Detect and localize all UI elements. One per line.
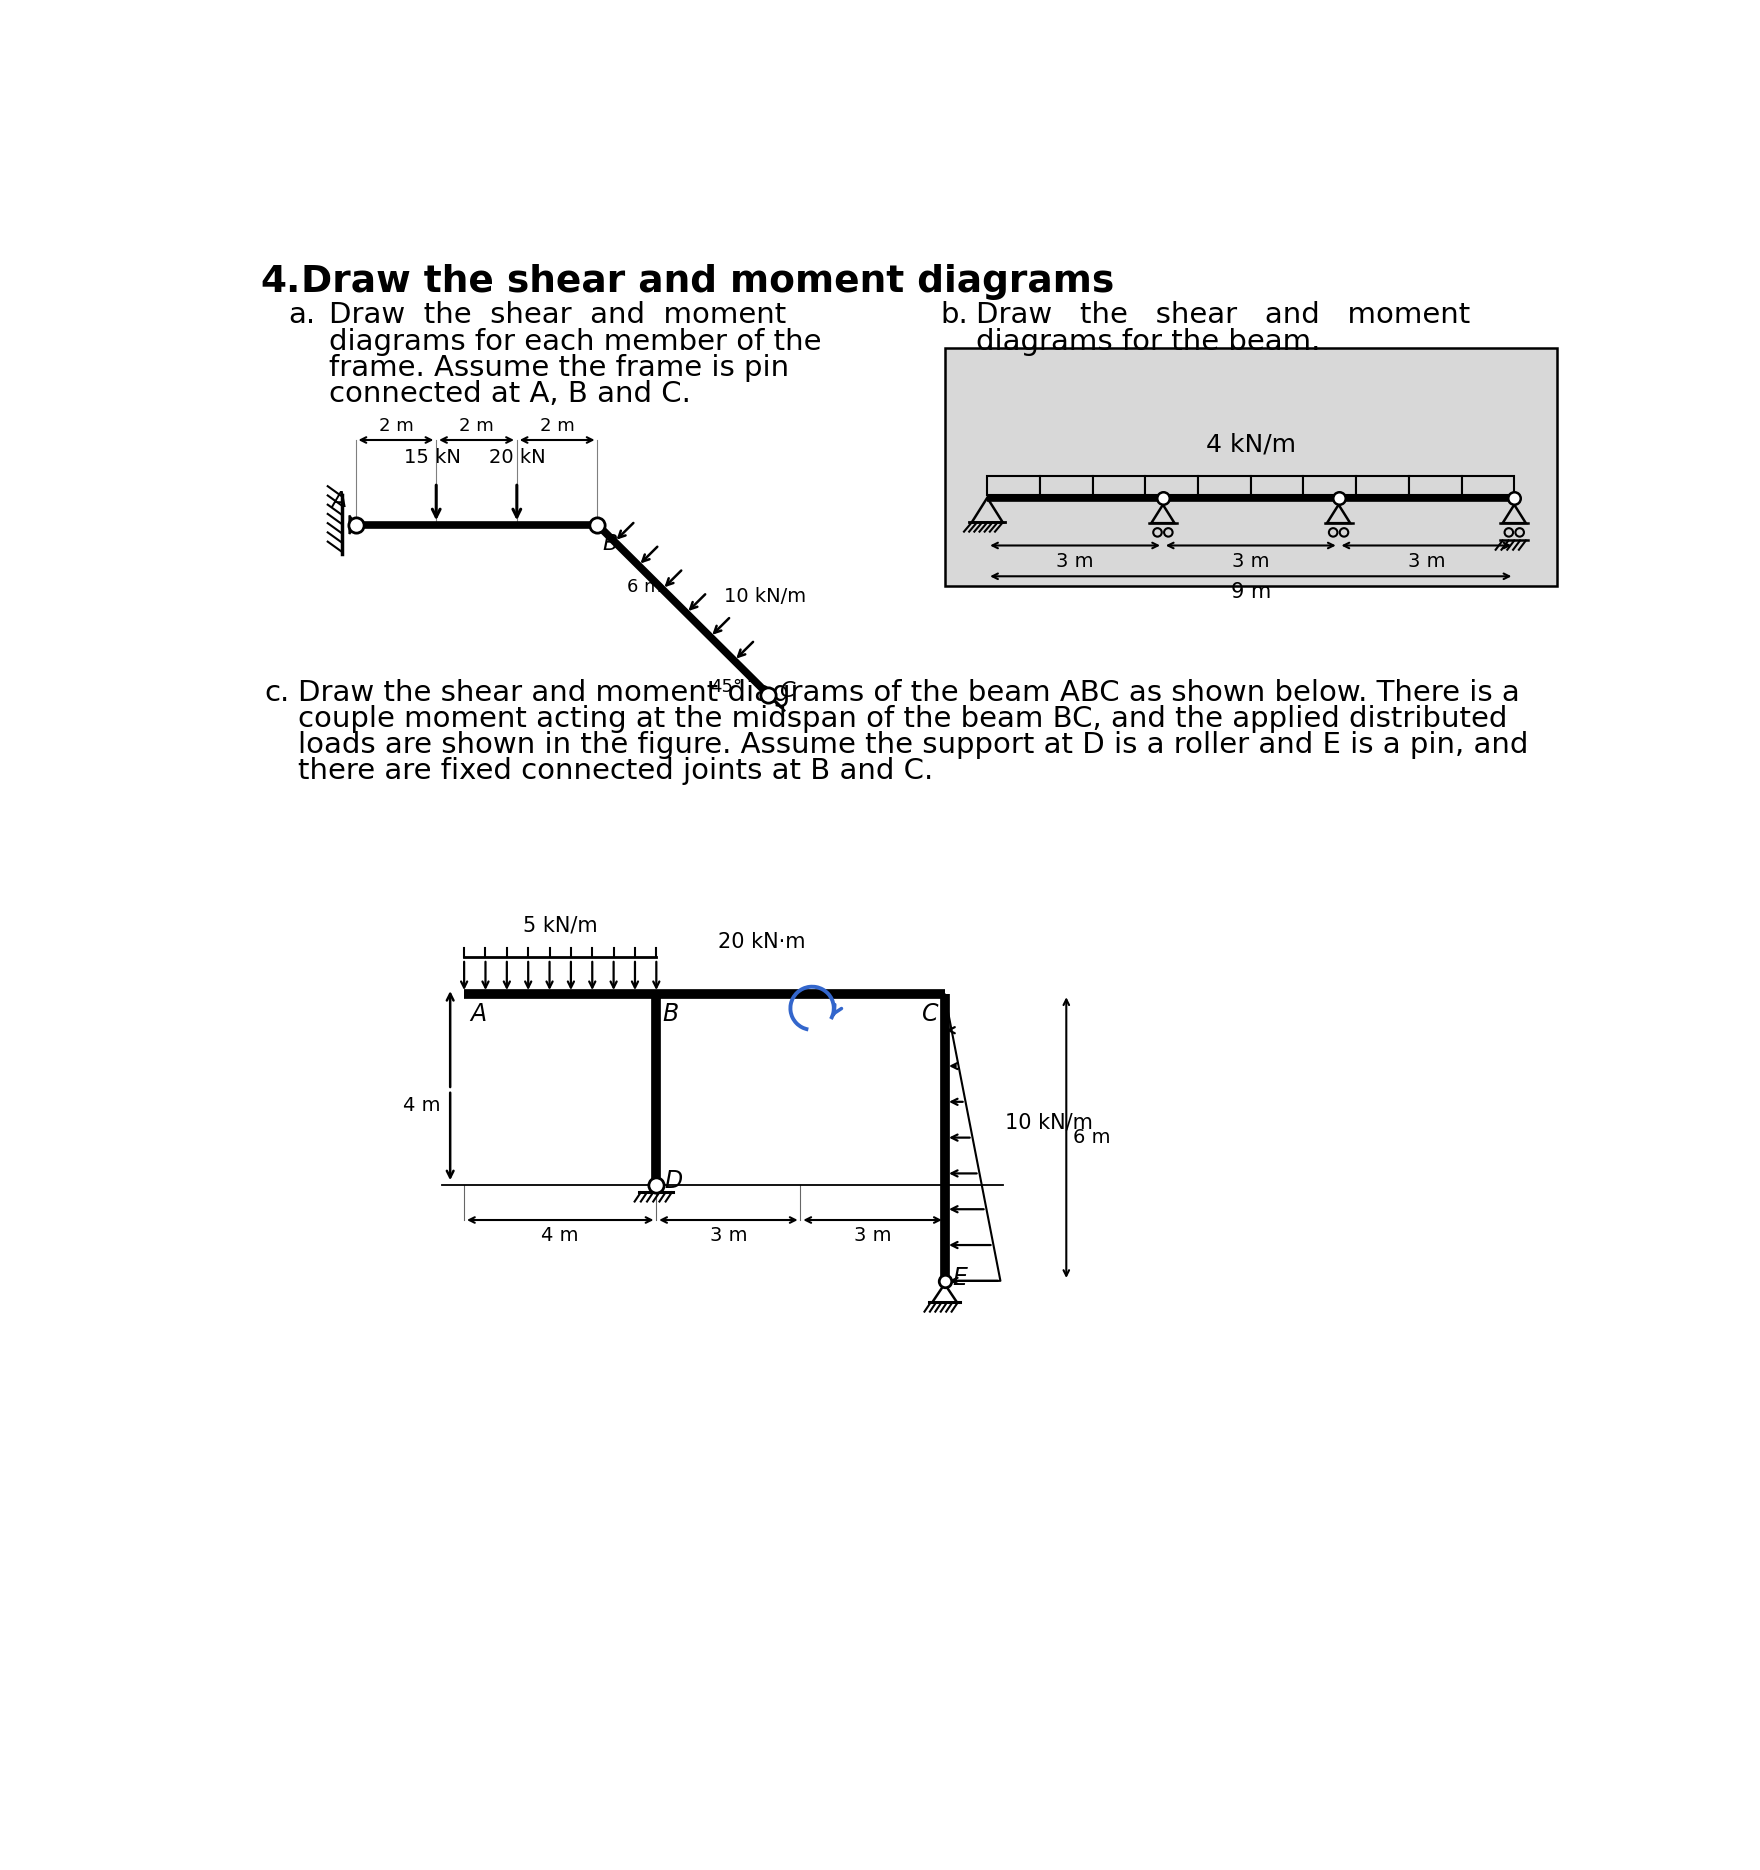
Text: frame. Assume the frame is pin: frame. Assume the frame is pin [329,353,788,381]
Text: C: C [922,1002,938,1027]
Text: 4 m: 4 m [542,1227,579,1245]
Text: Draw  the  shear  and  moment: Draw the shear and moment [329,301,785,329]
Text: 3 m: 3 m [709,1227,748,1245]
Text: there are fixed connected joints at B and C.: there are fixed connected joints at B an… [297,757,933,785]
Text: 10 kN/m: 10 kN/m [1005,1113,1093,1131]
Bar [987,477,1040,496]
Text: C: C [780,681,796,701]
Text: Draw   the   shear   and   moment: Draw the shear and moment [975,301,1470,329]
Text: 5 kN/m: 5 kN/m [523,916,598,935]
Text: B: B [662,1002,679,1027]
Text: 4 m: 4 m [403,1096,440,1115]
Text: diagrams for the beam.: diagrams for the beam. [975,327,1320,355]
Text: 3 m: 3 m [1232,552,1269,570]
Text: loads are shown in the figure. Assume the support at D is a roller and E is a pi: loads are shown in the figure. Assume th… [297,731,1528,759]
Text: 2 m: 2 m [459,417,495,434]
Text: 2 m: 2 m [378,417,414,434]
Bar [1251,477,1304,496]
Text: 4.: 4. [260,264,301,301]
Text: B: B [602,535,618,554]
Bar [1304,477,1357,496]
Bar [1461,477,1514,496]
Text: A: A [331,490,347,511]
Text: 6 m: 6 m [627,578,662,595]
Text: 20 kN·m: 20 kN·m [718,931,806,952]
Text: 3 m: 3 m [1056,552,1093,570]
Text: 6 m: 6 m [1072,1128,1111,1146]
Text: 20 kN: 20 kN [489,449,546,468]
Text: 3 m: 3 m [854,1227,891,1245]
Text: D: D [664,1169,683,1193]
Text: Draw the shear and moment diagrams of the beam ABC as shown below. There is a: Draw the shear and moment diagrams of th… [297,679,1519,707]
Text: Draw the shear and moment diagrams: Draw the shear and moment diagrams [301,264,1114,301]
Bar [1199,477,1251,496]
Bar [945,348,1558,587]
Text: A: A [470,1002,486,1027]
Bar [1093,477,1146,496]
Text: 9 m: 9 m [1230,582,1271,602]
Text: a.: a. [289,301,315,329]
Text: 15 kN: 15 kN [403,449,461,468]
Text: 10 kN/m: 10 kN/m [723,587,806,606]
Bar [1408,477,1461,496]
Text: 2 m: 2 m [540,417,574,434]
Text: diagrams for each member of the: diagrams for each member of the [329,327,820,355]
Text: connected at A, B and C.: connected at A, B and C. [329,380,690,408]
Bar [1357,477,1408,496]
Text: 45°: 45° [709,679,743,696]
Bar [1040,477,1093,496]
Text: 4 kN/m: 4 kN/m [1206,434,1295,456]
Text: E: E [952,1266,968,1290]
Bar [1146,477,1199,496]
Text: couple moment acting at the midspan of the beam BC, and the applied distributed: couple moment acting at the midspan of t… [297,705,1507,733]
Text: b.: b. [942,301,968,329]
Text: c.: c. [264,679,289,707]
Text: 3 m: 3 m [1408,552,1445,570]
